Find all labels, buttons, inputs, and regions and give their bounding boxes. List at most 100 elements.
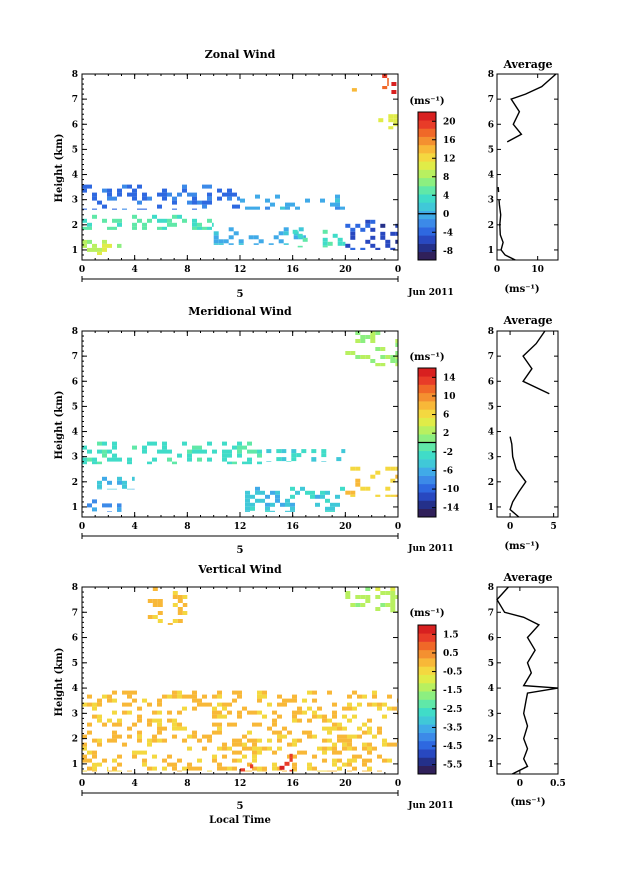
heatmap-cell bbox=[157, 611, 163, 615]
heatmap-cell bbox=[355, 595, 361, 599]
heatmap-cell bbox=[117, 770, 122, 772]
heatmap-cell bbox=[347, 758, 352, 763]
heatmap-cell bbox=[267, 738, 272, 743]
heatmap-cell bbox=[213, 235, 219, 240]
colorbar-tick-label: 0 bbox=[443, 210, 449, 220]
heatmap-cell bbox=[279, 765, 285, 770]
heatmap-region bbox=[345, 587, 398, 613]
heatmap-cell bbox=[317, 714, 322, 719]
heatmap-cell bbox=[217, 730, 222, 735]
colorbar-tick-label: 8 bbox=[443, 173, 449, 183]
heatmap-cell bbox=[107, 694, 112, 699]
heatmap-cell bbox=[283, 231, 289, 236]
heatmap-cell bbox=[137, 714, 142, 719]
x-tick-label: 0 bbox=[395, 265, 401, 275]
meridional-day-label: 5 bbox=[237, 545, 244, 556]
heatmap-cell bbox=[365, 599, 371, 603]
meridional-unit-label: (ms⁻¹) bbox=[409, 352, 444, 363]
heatmap-cell bbox=[393, 118, 399, 123]
heatmap-cell bbox=[257, 461, 262, 465]
y-tick-label: 6 bbox=[72, 377, 78, 387]
heatmap-cell bbox=[345, 591, 351, 595]
heatmap-cell bbox=[182, 184, 187, 189]
colorbar-swatch bbox=[418, 425, 436, 435]
heatmap-region bbox=[213, 227, 306, 245]
heatmap-cell bbox=[192, 226, 197, 230]
heatmap-cell bbox=[117, 222, 122, 227]
heatmap-cell bbox=[228, 243, 234, 245]
average-profile-line bbox=[509, 330, 550, 518]
colorbar-swatch bbox=[418, 243, 436, 253]
heatmap-cell bbox=[112, 722, 117, 727]
heatmap-cell bbox=[82, 734, 87, 739]
heatmap-cell bbox=[342, 762, 347, 767]
heatmap-cell bbox=[92, 214, 97, 219]
colorbar-swatch bbox=[418, 724, 436, 733]
heatmap-cell bbox=[137, 718, 142, 723]
heatmap-cell bbox=[92, 706, 97, 711]
heatmap-cell bbox=[302, 698, 307, 703]
heatmap-cell bbox=[282, 726, 287, 731]
heatmap-cell bbox=[132, 690, 137, 695]
heatmap-cell bbox=[260, 490, 265, 495]
heatmap-cell bbox=[87, 503, 92, 508]
heatmap-cell bbox=[107, 196, 112, 201]
colorbar-swatch bbox=[418, 177, 436, 187]
heatmap-cell bbox=[258, 239, 264, 244]
heatmap-cell bbox=[102, 758, 107, 763]
heatmap-cell bbox=[285, 206, 290, 210]
colorbar-swatch bbox=[418, 757, 436, 767]
heatmap-cell bbox=[157, 738, 162, 743]
heatmap-cell bbox=[157, 722, 162, 727]
heatmap-cell bbox=[213, 231, 219, 236]
heatmap-cell bbox=[117, 718, 122, 723]
average-y-tick-label: 7 bbox=[488, 95, 494, 105]
heatmap-cell bbox=[192, 208, 197, 210]
heatmap-cell bbox=[352, 714, 357, 719]
heatmap-cell bbox=[292, 229, 298, 234]
heatmap-cell bbox=[187, 192, 192, 197]
heatmap-cell bbox=[390, 607, 396, 611]
heatmap-cell bbox=[212, 722, 217, 727]
heatmap-cell bbox=[212, 694, 217, 699]
heatmap-cell bbox=[375, 363, 381, 367]
heatmap-cell bbox=[380, 355, 386, 359]
heatmap-cell bbox=[275, 494, 280, 499]
heatmap-cell bbox=[265, 502, 270, 507]
heatmap-cell bbox=[137, 730, 142, 735]
heatmap-cell bbox=[212, 754, 217, 759]
heatmap-cell bbox=[250, 206, 255, 210]
heatmap-cell bbox=[122, 702, 127, 707]
colorbar-tick-label: 12 bbox=[443, 154, 456, 164]
colorbar-tick-label: -10 bbox=[443, 485, 459, 495]
heatmap-cell bbox=[172, 214, 177, 219]
heatmap-cell bbox=[385, 494, 391, 497]
heatmap-cell bbox=[332, 750, 337, 755]
heatmap-cell bbox=[367, 702, 372, 707]
heatmap-cell bbox=[360, 335, 366, 339]
zonal-average-profile: 1 2 3 4 5 6 7 8 0 10 bbox=[488, 70, 559, 275]
heatmap-cell bbox=[292, 698, 297, 703]
average-x-tick-label: 0.5 bbox=[550, 779, 566, 789]
colorbar-swatch bbox=[418, 227, 436, 236]
heatmap-cell bbox=[92, 702, 97, 707]
heatmap-cell bbox=[273, 235, 279, 240]
heatmap-cell bbox=[392, 742, 397, 747]
heatmap-cell bbox=[387, 758, 392, 763]
heatmap-cell bbox=[242, 754, 247, 759]
heatmap-cell bbox=[177, 694, 182, 699]
heatmap-cell bbox=[272, 718, 277, 723]
heatmap-region bbox=[87, 499, 122, 512]
heatmap-cell bbox=[162, 738, 167, 743]
heatmap-cell bbox=[335, 198, 340, 203]
heatmap-cell bbox=[157, 603, 163, 607]
heatmap-cell bbox=[82, 746, 87, 751]
heatmap-cell bbox=[355, 482, 361, 487]
heatmap-cell bbox=[293, 235, 299, 240]
heatmap-cell bbox=[382, 86, 388, 90]
heatmap-cell bbox=[252, 710, 257, 715]
heatmap-cell bbox=[82, 461, 87, 465]
heatmap-cell bbox=[372, 690, 377, 695]
heatmap-cell bbox=[152, 599, 158, 603]
heatmap-cell bbox=[162, 694, 167, 699]
